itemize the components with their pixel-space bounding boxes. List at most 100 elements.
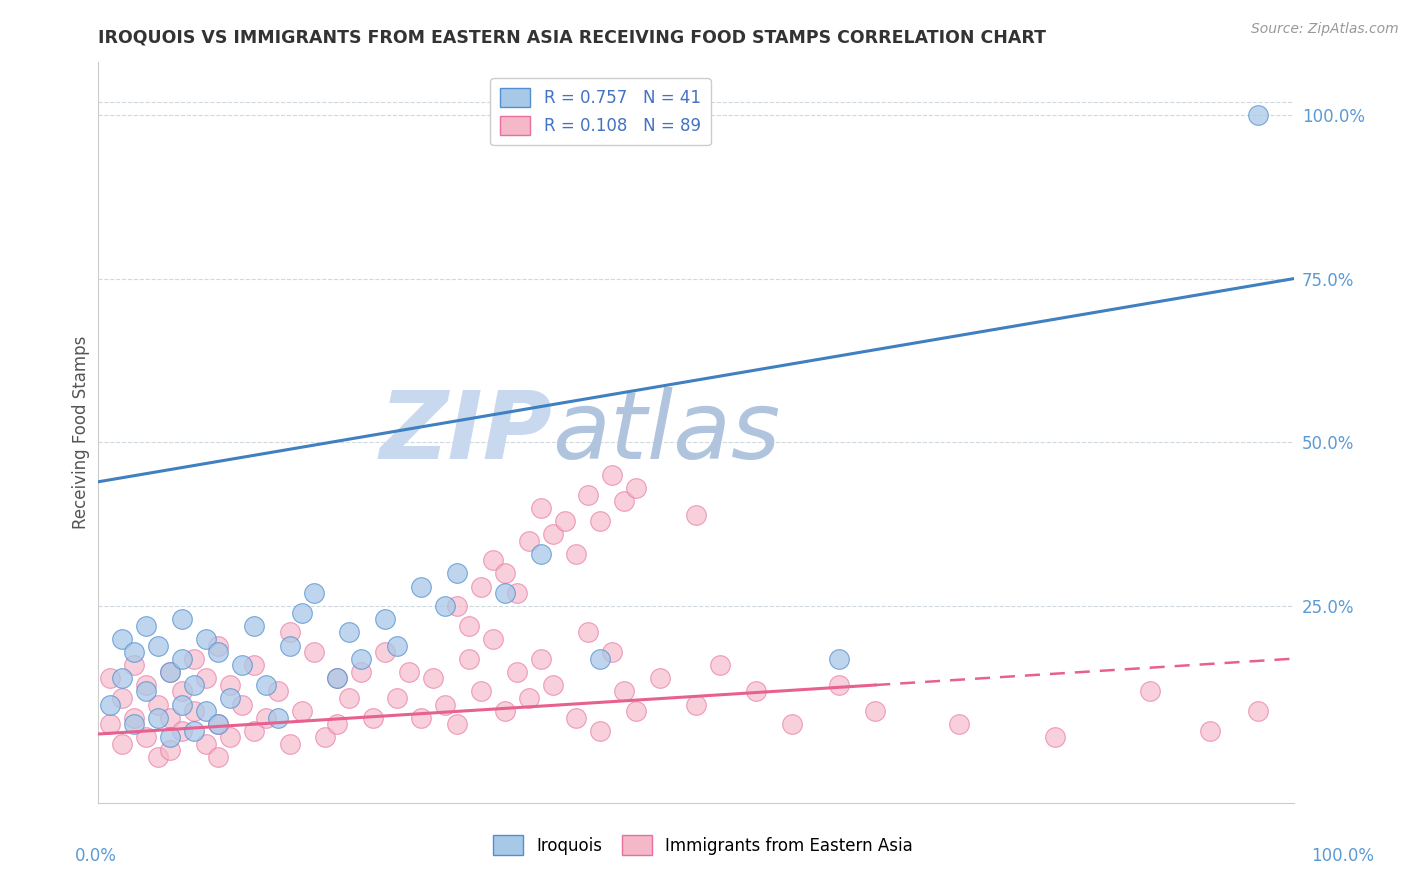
Point bbox=[530, 547, 553, 561]
Text: atlas: atlas bbox=[553, 387, 780, 478]
Point bbox=[517, 533, 540, 548]
Point bbox=[374, 645, 396, 659]
Point bbox=[159, 743, 181, 757]
Point bbox=[506, 665, 529, 679]
Point bbox=[302, 645, 325, 659]
Point bbox=[219, 678, 242, 692]
Point bbox=[709, 658, 731, 673]
Point bbox=[948, 717, 970, 731]
Point bbox=[1247, 704, 1270, 718]
Point bbox=[195, 737, 218, 751]
Point bbox=[494, 704, 516, 718]
Point bbox=[135, 619, 157, 633]
Point bbox=[626, 704, 648, 718]
Point bbox=[828, 678, 851, 692]
Text: ZIP: ZIP bbox=[380, 386, 553, 479]
Point bbox=[339, 625, 361, 640]
Point bbox=[745, 684, 768, 698]
Point bbox=[219, 731, 242, 745]
Point bbox=[195, 704, 218, 718]
Point bbox=[578, 488, 600, 502]
Point bbox=[1247, 108, 1270, 122]
Point bbox=[135, 678, 157, 692]
Point bbox=[589, 514, 612, 528]
Point bbox=[565, 547, 588, 561]
Point bbox=[231, 698, 253, 712]
Point bbox=[195, 632, 218, 646]
Point bbox=[350, 665, 373, 679]
Point bbox=[124, 717, 146, 731]
Point bbox=[589, 651, 612, 665]
Point bbox=[1199, 723, 1222, 738]
Point bbox=[183, 651, 205, 665]
Point bbox=[434, 599, 457, 614]
Point bbox=[458, 651, 481, 665]
Point bbox=[124, 658, 146, 673]
Point bbox=[159, 665, 181, 679]
Point bbox=[326, 717, 349, 731]
Point bbox=[613, 684, 636, 698]
Point bbox=[111, 671, 134, 685]
Point bbox=[135, 731, 157, 745]
Point bbox=[481, 553, 505, 567]
Point bbox=[148, 698, 170, 712]
Text: 100.0%: 100.0% bbox=[1312, 847, 1374, 865]
Point bbox=[207, 639, 229, 653]
Point bbox=[602, 468, 624, 483]
Point bbox=[207, 645, 229, 659]
Point bbox=[302, 586, 325, 600]
Point bbox=[278, 625, 301, 640]
Point bbox=[470, 684, 492, 698]
Point bbox=[207, 750, 229, 764]
Point bbox=[411, 580, 433, 594]
Point bbox=[98, 671, 122, 685]
Point bbox=[648, 671, 672, 685]
Point bbox=[254, 678, 277, 692]
Point bbox=[541, 527, 564, 541]
Point bbox=[541, 678, 564, 692]
Point bbox=[339, 690, 361, 705]
Point bbox=[326, 671, 349, 685]
Point bbox=[172, 651, 194, 665]
Point bbox=[291, 704, 314, 718]
Point bbox=[207, 717, 229, 731]
Point bbox=[124, 645, 146, 659]
Point bbox=[363, 711, 385, 725]
Point bbox=[135, 684, 157, 698]
Point bbox=[685, 698, 707, 712]
Point bbox=[589, 723, 612, 738]
Point bbox=[494, 586, 516, 600]
Legend: Iroquois, Immigrants from Eastern Asia: Iroquois, Immigrants from Eastern Asia bbox=[486, 829, 920, 862]
Point bbox=[172, 684, 194, 698]
Point bbox=[602, 645, 624, 659]
Point bbox=[267, 684, 290, 698]
Point bbox=[291, 606, 314, 620]
Point bbox=[98, 698, 122, 712]
Point bbox=[481, 632, 505, 646]
Point bbox=[243, 723, 266, 738]
Point bbox=[1043, 731, 1066, 745]
Point bbox=[565, 711, 588, 725]
Point bbox=[326, 671, 349, 685]
Point bbox=[172, 723, 194, 738]
Point bbox=[554, 514, 576, 528]
Point bbox=[458, 619, 481, 633]
Point bbox=[385, 639, 409, 653]
Point bbox=[172, 698, 194, 712]
Point bbox=[148, 750, 170, 764]
Point bbox=[124, 711, 146, 725]
Point bbox=[494, 566, 516, 581]
Point bbox=[195, 671, 218, 685]
Point bbox=[446, 566, 468, 581]
Text: Source: ZipAtlas.com: Source: ZipAtlas.com bbox=[1251, 22, 1399, 37]
Text: IROQUOIS VS IMMIGRANTS FROM EASTERN ASIA RECEIVING FOOD STAMPS CORRELATION CHART: IROQUOIS VS IMMIGRANTS FROM EASTERN ASIA… bbox=[98, 29, 1046, 47]
Point bbox=[219, 690, 242, 705]
Point bbox=[278, 639, 301, 653]
Point bbox=[470, 580, 492, 594]
Point bbox=[517, 690, 540, 705]
Point bbox=[865, 704, 887, 718]
Legend: R = 0.757   N = 41, R = 0.108   N = 89: R = 0.757 N = 41, R = 0.108 N = 89 bbox=[491, 78, 710, 145]
Point bbox=[159, 731, 181, 745]
Point bbox=[685, 508, 707, 522]
Point bbox=[254, 711, 277, 725]
